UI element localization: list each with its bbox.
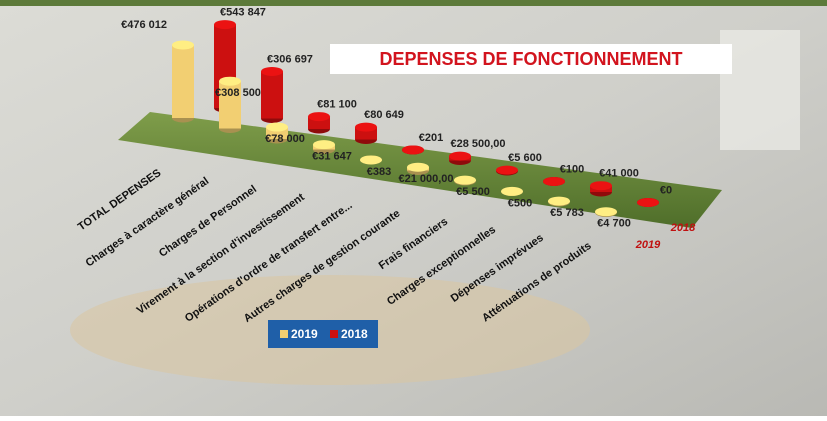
cylinder-top xyxy=(219,77,241,86)
cylinder xyxy=(261,67,283,123)
chart-title: DEPENSES DE FONCTIONNEMENT xyxy=(379,49,682,69)
legend-swatch xyxy=(330,330,338,338)
value-label: €500 xyxy=(508,197,532,209)
legend-label: 2019 xyxy=(291,327,318,341)
cylinder xyxy=(355,123,377,144)
cylinder-top xyxy=(449,152,471,161)
cylinder-top xyxy=(548,197,570,206)
value-label: €5 600 xyxy=(508,152,542,164)
cylinder-top xyxy=(313,140,335,149)
value-label: €306 697 xyxy=(267,53,313,65)
cylinder xyxy=(543,177,565,186)
value-label: €80 649 xyxy=(364,109,404,121)
cylinder-top xyxy=(590,181,612,190)
value-label: €5 500 xyxy=(456,186,490,198)
value-label: €308 500 xyxy=(215,87,261,99)
cylinder xyxy=(402,145,424,154)
value-label: €543 847 xyxy=(220,7,266,19)
cylinder xyxy=(595,207,617,217)
value-label: €4 700 xyxy=(597,218,631,230)
value-label: €78 000 xyxy=(265,133,305,145)
value-label: €5 783 xyxy=(550,207,584,219)
cylinder xyxy=(449,152,471,165)
legend-label: 2018 xyxy=(341,327,368,341)
depth-label: 2018 xyxy=(670,222,696,234)
cylinder-top xyxy=(266,123,288,132)
cylinder xyxy=(637,198,659,207)
value-label: €100 xyxy=(560,163,584,175)
cylinder xyxy=(219,77,241,133)
value-label: €28 500,00 xyxy=(450,138,505,150)
cylinder-top xyxy=(454,176,476,185)
cylinder xyxy=(172,41,194,123)
value-label: €201 xyxy=(419,132,443,144)
legend-swatch xyxy=(280,330,288,338)
top-border xyxy=(0,0,827,6)
cylinder xyxy=(496,166,518,176)
cylinder-top xyxy=(402,145,424,154)
value-label: €476 012 xyxy=(121,19,167,31)
cylinder-body xyxy=(261,71,283,118)
cylinder-top xyxy=(172,41,194,50)
value-label: €383 xyxy=(367,166,391,178)
value-label: €21 000,00 xyxy=(398,173,453,185)
cylinder-top xyxy=(355,123,377,132)
cylinder xyxy=(590,181,612,196)
cylinder-top xyxy=(261,67,283,76)
cylinder xyxy=(360,155,382,164)
cylinder-top xyxy=(308,112,330,121)
depth-label: 2019 xyxy=(635,239,661,251)
cylinder-top xyxy=(214,20,236,29)
cylinder xyxy=(548,197,570,207)
cylinder-top xyxy=(407,163,429,172)
value-label: €31 647 xyxy=(312,151,352,163)
cylinder-top xyxy=(360,155,382,164)
value-label: €81 100 xyxy=(317,98,357,110)
cylinder-top xyxy=(543,177,565,186)
value-label: €41 000 xyxy=(599,168,639,180)
cylinder-top xyxy=(501,187,523,196)
cylinder-top xyxy=(496,166,518,175)
cylinder xyxy=(454,176,476,186)
cylinder-body xyxy=(172,45,194,118)
cylinder xyxy=(501,187,523,196)
value-label: €0 xyxy=(660,184,672,196)
cylinder-top xyxy=(637,198,659,207)
cylinder xyxy=(308,112,330,133)
cylinder-top xyxy=(595,207,617,216)
